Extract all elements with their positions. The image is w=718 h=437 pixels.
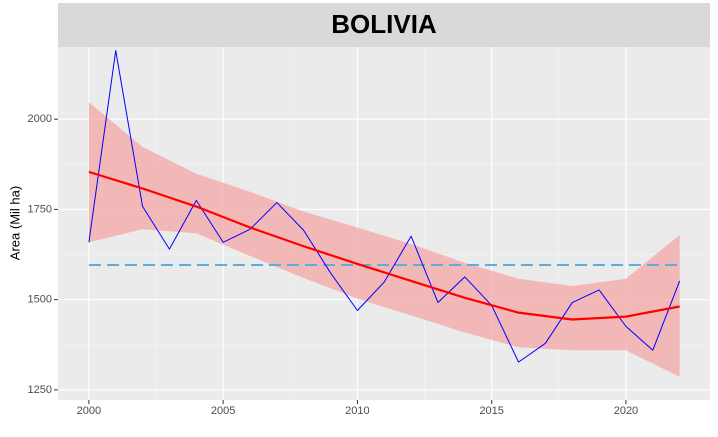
x-tick-label: 2010 (345, 405, 369, 417)
y-tick-label: 1750 (28, 203, 52, 215)
data-line (88, 50, 681, 363)
y-tick-label: 1500 (28, 294, 52, 306)
confidence-band (88, 102, 680, 377)
title-strip (58, 3, 710, 47)
y-tick-label: 2000 (28, 113, 52, 125)
y-axis-label: Area (Mil ha) (7, 186, 22, 260)
smooth-line (88, 170, 680, 321)
x-tick-label: 2000 (77, 405, 101, 417)
x-tick-label: 2015 (479, 405, 503, 417)
chart-title: BOLIVIA (331, 9, 437, 39)
x-tick-label: 2020 (614, 405, 638, 417)
y-tick-label: 1250 (28, 384, 52, 396)
x-tick-label: 2005 (211, 405, 235, 417)
